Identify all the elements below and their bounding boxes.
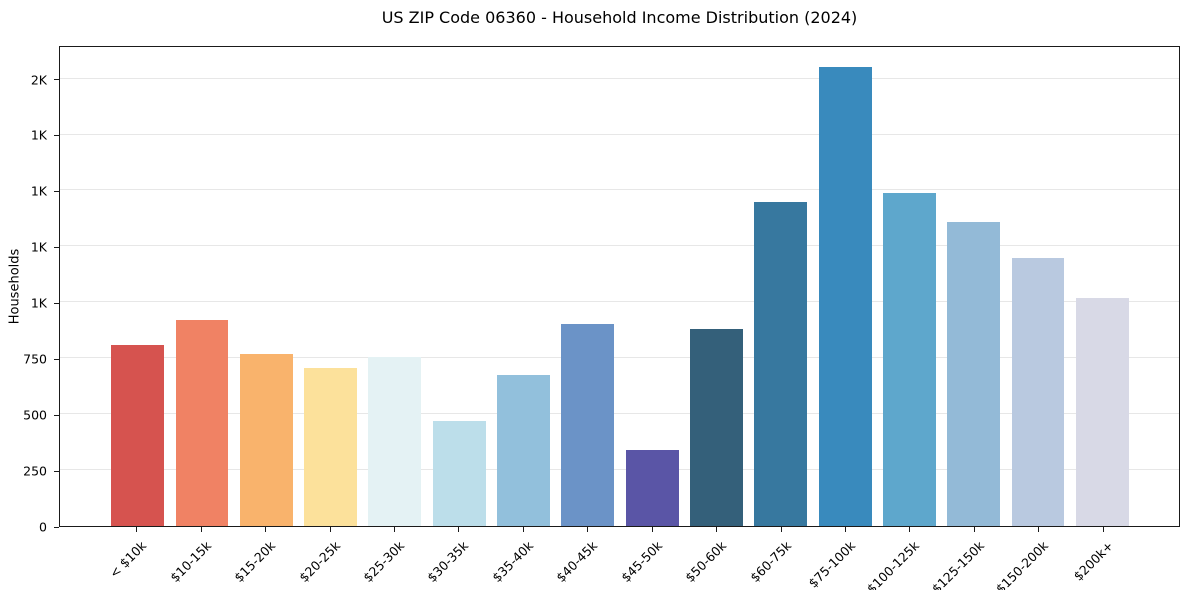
x-tick-label: $20-25k [295,538,343,586]
bar [111,344,165,526]
bar [754,201,808,526]
bar [689,329,743,526]
x-tick-mark [1038,527,1040,532]
gridline [60,189,1179,191]
x-tick-label: $15-20k [231,538,279,586]
y-tick-label: 2K [30,72,47,88]
x-tick-label: $125-150k [928,538,987,590]
bar [625,449,679,526]
x-tick-mark [136,527,138,532]
x-tick-label: $100-125k [864,538,923,590]
gridline [60,77,1179,79]
x-axis-ticks: < $10k $10-15k $15-20k $20-25k $25-30k $30-35… [59,527,1180,590]
x-tick-label: $45-50k [617,538,665,586]
x-tick-mark [909,527,911,532]
bar [497,375,550,526]
x-tick-mark [522,527,524,532]
x-tick-mark [329,527,331,532]
y-tick-label: 1K [30,127,47,143]
y-tick-mark [54,414,59,416]
x-tick-mark [200,527,202,532]
x-tick-label: < $10k [106,538,150,581]
bar [882,192,936,526]
y-tick-label: 1K [30,239,47,255]
y-axis-ticks: 0 250 500 750 1K 1K 1K 1K 2K [0,46,59,535]
y-tick-mark [54,190,59,192]
x-tick-mark [716,527,718,532]
plot-area [59,46,1180,527]
y-tick-mark [54,470,59,472]
y-tick-label: 1K [30,183,47,199]
bar [1075,297,1129,526]
x-tick-label: $60-75k [746,538,794,586]
y-tick-label: 500 [23,407,47,423]
chart-title: US ZIP Code 06360 - Household Income Dis… [381,8,858,27]
bar [432,420,486,526]
y-tick-mark [54,134,59,136]
x-tick-label: $200k+ [1070,538,1116,584]
y-tick-label: 250 [23,463,47,479]
y-tick-mark [54,246,59,248]
x-tick-mark [265,527,267,532]
x-tick-label: $40-45k [553,538,601,586]
x-tick-mark [651,527,653,532]
bar [561,323,615,526]
gridline [60,357,1179,359]
y-tick-mark [54,358,59,360]
x-tick-mark [393,527,395,532]
y-tick-label: 750 [23,351,47,367]
y-tick-mark [54,526,59,528]
x-tick-mark [973,527,975,532]
x-tick-mark [587,527,589,532]
bar [239,353,293,526]
y-tick-label: 0 [39,519,47,535]
gridline [60,245,1179,247]
y-tick-mark [54,79,59,81]
x-tick-mark [458,527,460,532]
y-tick-mark [54,302,59,304]
gridline [60,413,1179,415]
gridline [60,301,1179,303]
x-tick-label: $150-200k [993,538,1052,590]
bar [175,320,229,526]
bar [304,368,358,526]
x-tick-mark [780,527,782,532]
x-tick-mark [844,527,846,532]
gridline [60,469,1179,471]
bar [947,221,1001,526]
x-tick-label: $50-60k [682,538,730,586]
y-tick-label: 1K [30,295,47,311]
bar [818,67,872,526]
gridline [60,133,1179,135]
x-tick-label: $35-40k [488,538,536,586]
x-tick-mark [1102,527,1104,532]
bar [1011,257,1065,526]
bar [368,357,422,526]
x-tick-label: $30-35k [424,538,472,586]
x-tick-label: $10-15k [166,538,214,586]
x-tick-label: $25-30k [360,538,408,586]
x-tick-label: $75-100k [805,538,859,590]
